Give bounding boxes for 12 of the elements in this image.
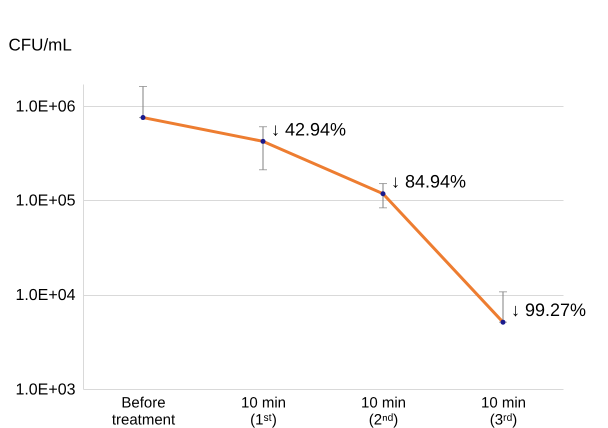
x-tick-label: 10 min (3ʳᵈ) xyxy=(480,394,526,428)
annotation: ↓ 99.27% xyxy=(511,300,586,320)
x-tick-label: 10 min (1ˢᵗ) xyxy=(240,394,286,428)
y-axis-title: CFU/mL xyxy=(8,36,72,54)
annotation: ↓ 84.94% xyxy=(391,172,466,192)
x-tick-label: 10 min (2ⁿᵈ) xyxy=(360,394,406,428)
y-tick-label: 1.0E+06 xyxy=(15,98,76,116)
y-tick-label: 1.0E+05 xyxy=(15,192,76,210)
annotation: ↓ 42.94% xyxy=(271,119,346,140)
y-tick-label: 1.0E+04 xyxy=(15,287,76,304)
y-tick-label: 1.0E+03 xyxy=(15,382,76,398)
x-tick-label: Before treatment xyxy=(112,394,176,428)
